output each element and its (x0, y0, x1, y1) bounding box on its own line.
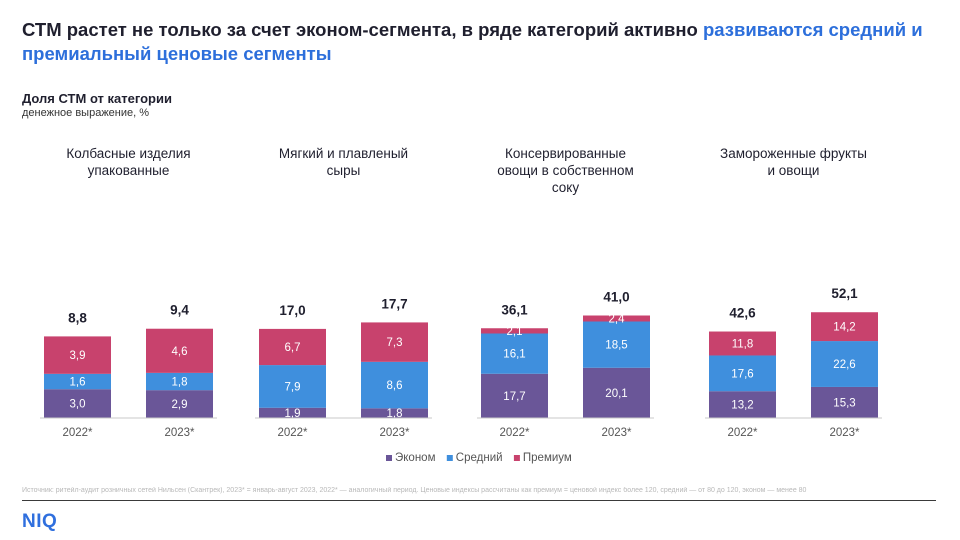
bar-segment-premium (583, 315, 650, 322)
panel-title-line: Мягкий и плавленый (279, 146, 408, 161)
category-tick-label: 2022* (499, 427, 530, 439)
bar-segment-premium (44, 336, 111, 374)
segment-value-label: 1,8 (172, 377, 188, 389)
bar-segment-middle (709, 355, 776, 392)
panel-title-line: и овощи (768, 163, 820, 178)
segment-value-label: 2,9 (172, 399, 188, 411)
panel-title-line: соку (552, 180, 579, 195)
bar-total-label: 52,1 (831, 286, 858, 301)
bar-segment-premium (709, 331, 776, 356)
bar-segment-middle (481, 333, 548, 374)
legend-swatch-econom (386, 455, 392, 461)
bar-segment-middle (259, 365, 326, 408)
category-tick-label: 2023* (601, 427, 632, 439)
bar-segment-econom (361, 408, 428, 418)
bar-total-label: 17,7 (381, 296, 407, 311)
panel-title-line: сыры (327, 163, 361, 178)
segment-value-label: 1,6 (70, 377, 86, 389)
legend-label-econom: Эконом (395, 452, 436, 464)
bar-segment-econom (709, 391, 776, 418)
segment-value-label: 17,6 (731, 368, 753, 380)
segment-value-label: 11,8 (732, 338, 754, 350)
bar-total-label: 8,8 (68, 310, 87, 325)
bar-segment-econom (481, 373, 548, 418)
bar-segment-premium (361, 322, 428, 362)
bar-segment-econom (44, 389, 111, 418)
legend-swatch-middle (446, 455, 453, 461)
bar-total-label: 42,6 (729, 306, 756, 321)
segment-value-label: 2,1 (507, 326, 523, 338)
bar-segment-middle (146, 372, 213, 391)
footer-divider (22, 500, 936, 501)
segment-value-label: 20,1 (605, 388, 627, 400)
segment-value-label: 22,6 (833, 359, 855, 371)
panel-title-line: Замороженные фрукты (720, 146, 867, 161)
panel-title-line: Колбасные изделия (66, 146, 190, 161)
title-main-text: СТМ растет не только за счет эконом-сегм… (22, 19, 703, 40)
bar-segment-middle (361, 361, 428, 409)
category-tick-label: 2023* (379, 427, 410, 439)
segment-value-label: 7,9 (285, 381, 301, 393)
segment-value-label: 14,2 (833, 322, 855, 334)
segment-value-label: 13,2 (731, 400, 753, 412)
panel-title-line: упакованные (88, 163, 170, 178)
bar-segment-middle (811, 341, 878, 387)
panel-title-line: овощи в собственном (497, 163, 634, 178)
segment-value-label: 16,1 (503, 349, 525, 361)
segment-value-label: 18,5 (605, 340, 627, 352)
niq-logo: NIQ (22, 511, 58, 532)
bar-segment-econom (811, 386, 878, 418)
page-title: СТМ растет не только за счет эконом-сегм… (22, 18, 942, 66)
bar-total-label: 36,1 (501, 302, 528, 317)
panel-title-line: Консервированные (505, 146, 626, 161)
category-tick-label: 2023* (164, 427, 195, 439)
segment-value-label: 15,3 (833, 397, 855, 409)
legend-label-middle: Средний (456, 452, 503, 464)
bar-segment-middle (44, 373, 111, 390)
segment-value-label: 3,9 (70, 350, 86, 362)
bar-total-label: 41,0 (603, 290, 629, 305)
chart-unit-note: денежное выражение, % (22, 107, 150, 119)
legend-label-premium: Премиум (523, 452, 572, 464)
bar-segment-econom (259, 407, 326, 418)
bar-segment-middle (583, 321, 650, 368)
segment-value-label: 1,9 (285, 408, 301, 420)
segment-value-label: 2,4 (609, 314, 626, 326)
category-tick-label: 2023* (829, 427, 860, 439)
source-note: Источник: ритейл-аудит розничных сетей Н… (22, 487, 807, 494)
legend-swatch-premium (513, 455, 520, 461)
segment-value-label: 6,7 (285, 342, 301, 354)
category-tick-label: 2022* (277, 427, 308, 439)
bar-segment-econom (583, 367, 650, 418)
bar-total-label: 17,0 (279, 303, 305, 318)
category-tick-label: 2022* (62, 427, 93, 439)
bar-segment-premium (811, 312, 878, 342)
segment-value-label: 1,8 (387, 408, 403, 420)
title-highlight-text: развиваются средний и премиальный ценовы… (22, 19, 923, 64)
segment-value-label: 4,6 (172, 346, 188, 358)
chart-subtitle: Доля СТМ от категории (22, 91, 172, 106)
bar-segment-premium (259, 328, 326, 366)
category-tick-label: 2022* (727, 427, 758, 439)
bar-segment-econom (146, 390, 213, 418)
bar-total-label: 9,4 (170, 303, 189, 318)
bar-segment-premium (481, 328, 548, 334)
segment-value-label: 17,7 (503, 391, 525, 403)
segment-value-label: 8,6 (387, 380, 403, 392)
segment-value-label: 7,3 (387, 337, 403, 349)
bar-segment-premium (146, 328, 213, 373)
segment-value-label: 3,0 (70, 399, 86, 411)
stacked-bar-chart: Колбасные изделия упакованные 3,0 1,6 3,9 8,8… (40, 146, 882, 464)
